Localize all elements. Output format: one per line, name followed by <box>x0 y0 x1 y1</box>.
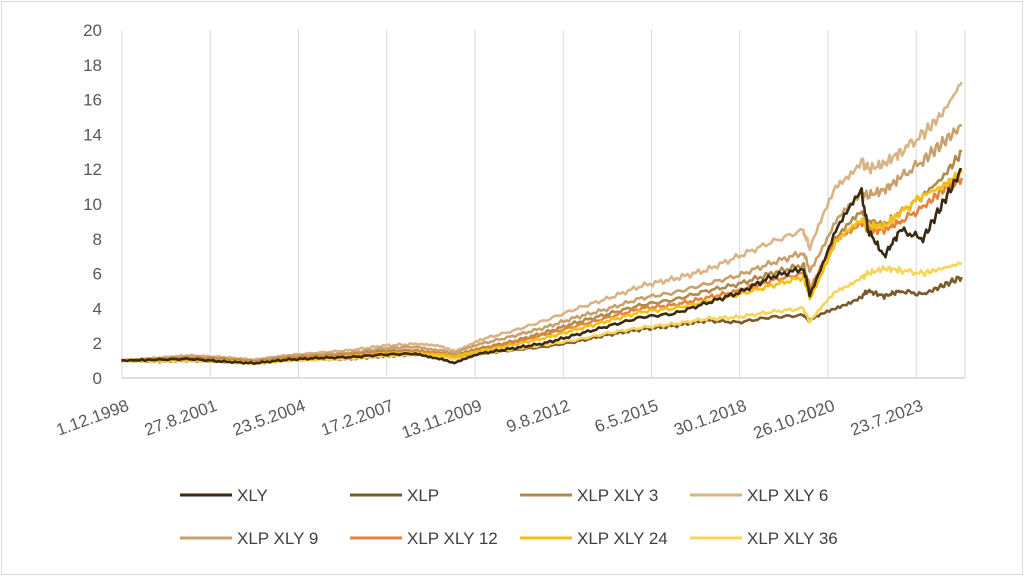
legend-label: XLP XLY 24 <box>577 529 668 548</box>
y-tick-label: 4 <box>93 299 102 318</box>
y-tick-label: 20 <box>83 21 102 40</box>
series-line-xlp-xly-12 <box>121 174 964 365</box>
legend-label: XLP XLY 12 <box>407 529 498 548</box>
y-tick-label: 8 <box>93 230 102 249</box>
y-tick-label: 16 <box>83 91 102 110</box>
x-tick-label: 23.7.2023 <box>848 396 926 440</box>
legend-label: XLP <box>407 486 439 505</box>
legend-label: XLP XLY 9 <box>237 529 318 548</box>
y-tick-label: 2 <box>93 334 102 353</box>
x-tick-label: 26.10.2020 <box>751 396 837 443</box>
x-tick-label: 13.11.2009 <box>399 396 484 443</box>
x-tick-label: 23.5.2004 <box>230 396 308 440</box>
legend-label: XLP XLY 6 <box>747 486 828 505</box>
series-line-xly <box>121 167 962 365</box>
y-tick-label: 0 <box>93 369 102 388</box>
y-tick-label: 18 <box>83 56 102 75</box>
series-line-xlp-xly-36 <box>120 261 963 366</box>
legend-label: XLY <box>237 486 268 505</box>
x-tick-label: 6.5.2015 <box>592 396 661 436</box>
legend-label: XLP XLY 3 <box>577 486 658 505</box>
y-tick-label: 12 <box>83 160 102 179</box>
x-tick-label: 17.2.2007 <box>319 396 397 440</box>
x-tick-label: 30.1.2018 <box>671 396 749 440</box>
x-tick-label: 9.8.2012 <box>504 396 573 436</box>
y-tick-label: 6 <box>93 265 102 284</box>
legend-label: XLP XLY 36 <box>747 529 838 548</box>
y-tick-label: 10 <box>83 195 102 214</box>
x-tick-label: 27.8.2001 <box>142 396 220 440</box>
y-tick-label: 14 <box>83 125 102 144</box>
x-tick-label: 1.12.1998 <box>54 396 132 440</box>
